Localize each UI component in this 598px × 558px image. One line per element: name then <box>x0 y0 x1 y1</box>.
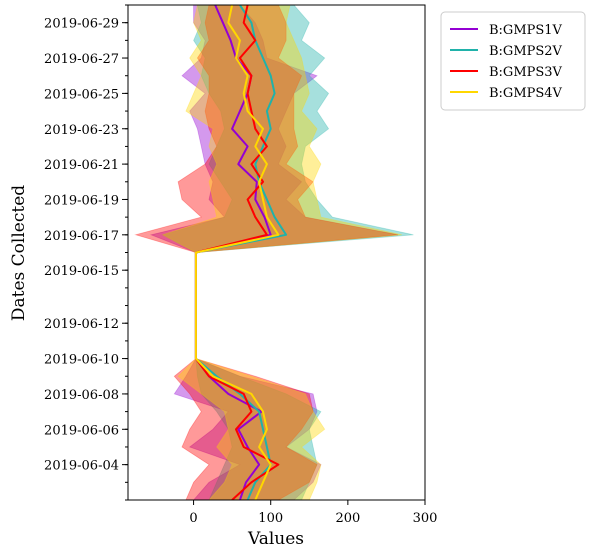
legend-label: B:GMPS2V <box>489 44 563 59</box>
legend-label: B:GMPS1V <box>489 23 563 38</box>
line-B:GMPS4V <box>194 5 280 500</box>
y-tick-label: 2019-06-10 <box>44 353 119 368</box>
y-tick-label: 2019-06-19 <box>44 193 119 208</box>
y-tick-label: 2019-06-04 <box>44 459 119 474</box>
y-tick-label: 2019-06-15 <box>44 264 119 279</box>
y-axis-ticks: 2019-06-04 2019-06-06 2019-06-08 2019-06-10… <box>44 4 128 501</box>
confidence-bands <box>134 5 414 500</box>
y-tick-label: 2019-06-12 <box>44 317 119 332</box>
x-axis-title: Values <box>247 529 304 549</box>
legend: B:GMPS1V B:GMPS2V B:GMPS3V B:GMPS4V <box>440 11 586 111</box>
x-tick-label: 100 <box>258 511 283 526</box>
y-tick-label: 2019-06-21 <box>44 158 119 173</box>
legend-frame <box>440 11 586 111</box>
y-tick-label: 2019-06-06 <box>44 423 119 438</box>
y-tick-label: 2019-06-23 <box>44 123 119 138</box>
legend-label: B:GMPS3V <box>489 65 563 80</box>
x-axis-ticks: 0 100 200 300 <box>189 500 437 526</box>
y-tick-label: 2019-06-08 <box>44 388 119 403</box>
x-tick-label: 200 <box>335 511 360 526</box>
y-tick-label: 2019-06-29 <box>44 17 119 32</box>
series-lines <box>194 5 288 500</box>
legend-label: B:GMPS4V <box>489 86 563 101</box>
y-tick-label: 2019-06-17 <box>44 229 119 244</box>
x-tick-label: 300 <box>413 511 438 526</box>
y-tick-label: 2019-06-25 <box>44 87 119 102</box>
x-tick-label: 0 <box>189 511 197 526</box>
y-tick-label: 2019-06-27 <box>44 52 119 67</box>
y-axis-title: Dates Collected <box>9 185 29 321</box>
